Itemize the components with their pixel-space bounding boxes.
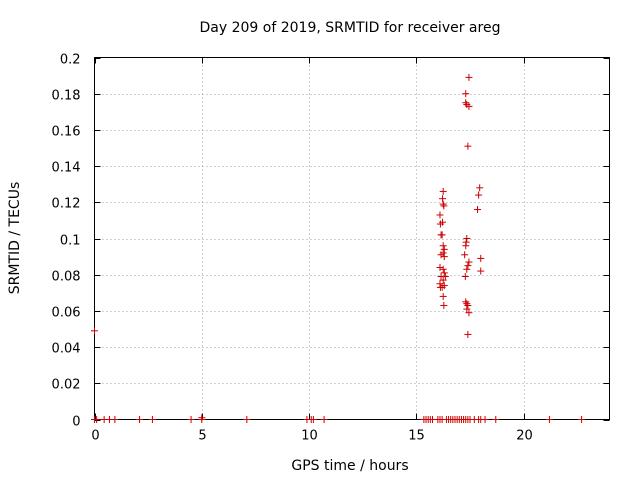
data-point <box>439 292 447 300</box>
data-point <box>439 200 447 208</box>
data-point <box>148 416 156 423</box>
data-point <box>578 416 586 423</box>
data-point <box>465 73 473 81</box>
data-point <box>93 416 101 423</box>
y-tick-label: 0.2 <box>60 53 81 68</box>
data-point <box>441 273 449 281</box>
y-tick-label: 0 <box>72 415 80 430</box>
x-tick-label: 0 <box>91 429 99 444</box>
data-point <box>465 102 473 110</box>
y-tick-label: 0.12 <box>52 197 81 212</box>
data-point <box>91 327 98 335</box>
y-tick-label: 0.08 <box>52 270 81 285</box>
x-axis-title: GPS time / hours <box>291 458 408 474</box>
axis-ticks <box>94 57 610 421</box>
x-tick-label: 10 <box>301 429 318 444</box>
data-point <box>309 416 317 423</box>
data-point <box>481 416 489 423</box>
data-point <box>440 301 448 309</box>
data-point <box>439 276 447 284</box>
data-point <box>476 184 484 192</box>
data-point <box>461 273 469 281</box>
y-tick-label: 0.1 <box>60 234 81 249</box>
chart-title: Day 209 of 2019, SRMTID for receiver are… <box>200 20 501 36</box>
data-point <box>462 99 470 107</box>
data-point <box>465 309 473 317</box>
data-point <box>463 235 471 242</box>
data-point <box>464 142 472 150</box>
data-points <box>91 73 586 423</box>
grid-lines <box>94 57 610 420</box>
plot-frame <box>94 57 610 420</box>
data-point <box>440 253 448 261</box>
data-point <box>439 195 447 203</box>
y-tick-label: 0.04 <box>52 342 81 357</box>
x-tick-label: 5 <box>198 429 206 444</box>
data-point <box>477 267 485 275</box>
data-point <box>439 265 447 273</box>
data-point <box>463 265 471 273</box>
data-point <box>492 416 500 423</box>
data-point <box>320 416 328 423</box>
data-point <box>462 90 470 98</box>
data-point <box>464 301 472 309</box>
tick-labels: 0 5 10 15 20 0 0.02 0.04 0.06 0.08 0.1 0.12 0.14 0.16… <box>52 53 533 444</box>
data-point <box>438 231 446 239</box>
y-tick-label: 0.16 <box>52 125 81 140</box>
data-point <box>439 249 447 257</box>
data-point <box>465 258 473 266</box>
data-point <box>463 305 471 313</box>
data-point <box>462 298 470 306</box>
x-tick-label: 20 <box>516 429 533 444</box>
data-point <box>439 187 447 195</box>
data-point <box>477 254 485 262</box>
data-point <box>243 416 251 423</box>
data-point <box>111 416 119 423</box>
y-tick-label: 0.02 <box>52 378 81 393</box>
data-point <box>440 202 448 210</box>
data-point <box>198 414 206 422</box>
data-point <box>436 211 444 219</box>
data-point <box>464 262 472 270</box>
data-point <box>440 269 448 277</box>
data-point <box>438 283 446 291</box>
data-point <box>439 242 447 250</box>
y-tick-label: 0.06 <box>52 306 81 321</box>
data-point <box>474 206 482 214</box>
data-point <box>464 330 472 338</box>
data-point <box>439 218 447 226</box>
data-point <box>475 191 483 199</box>
data-point <box>187 416 195 423</box>
data-point <box>461 251 469 259</box>
y-axis-title: SRMTID / TECUs <box>7 182 23 295</box>
data-point <box>462 242 470 250</box>
x-tick-label: 15 <box>408 429 425 444</box>
data-point <box>545 416 553 423</box>
y-tick-label: 0.14 <box>52 161 81 176</box>
data-point <box>440 245 448 253</box>
y-tick-label: 0.18 <box>52 89 81 104</box>
data-point <box>436 263 444 271</box>
data-point <box>136 416 144 423</box>
